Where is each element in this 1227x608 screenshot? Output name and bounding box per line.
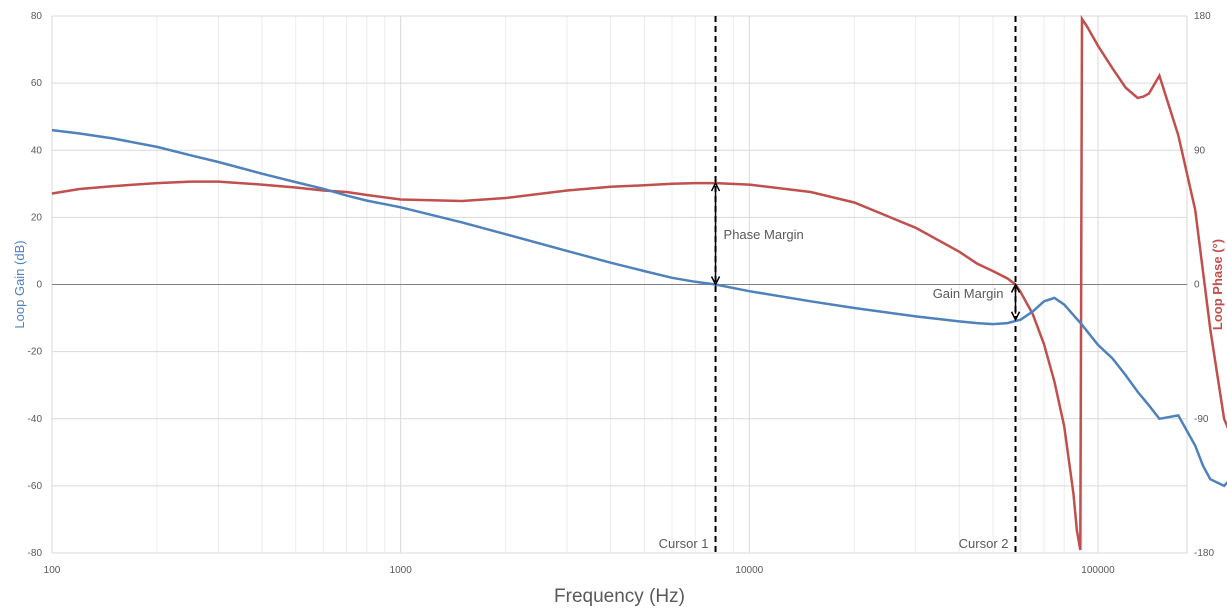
x-tick-label: 1000: [390, 565, 413, 576]
right-y-tick-label: 90: [1194, 145, 1206, 156]
right-y-axis-title: Loop Phase (°): [1210, 239, 1225, 330]
gain-margin-arrow-head-top: [1010, 282, 1021, 293]
left-y-axis-title: Loop Gain (dB): [12, 240, 27, 328]
x-tick-label: 100: [44, 565, 61, 576]
gain-margin-arrow-head-bottom: [1010, 311, 1021, 322]
left-y-tick-label: -40: [28, 414, 43, 425]
gain-margin-label: Gain Margin: [933, 286, 1004, 301]
phase-margin-label: Phase Margin: [724, 227, 804, 242]
left-y-tick-label: 0: [36, 280, 42, 291]
left-y-tick-labels: -80 -60 -40 -20 0 20 40 60 80: [28, 11, 43, 559]
annotations: Phase Margin Gain Margin Cursor 1 Cursor 2: [659, 227, 1009, 551]
phase-series-line: [51, 14, 1227, 551]
cursor-1-label: Cursor 1: [659, 536, 709, 551]
cursor-2-label: Cursor 2: [959, 536, 1009, 551]
right-y-tick-label: -90: [1194, 414, 1209, 425]
phase-margin-arrow-head-bottom: [710, 276, 721, 287]
margin-arrows: [710, 181, 1021, 322]
x-tick-label: 10000: [735, 565, 763, 576]
x-tick-labels: 100 1000 10000 100000: [44, 565, 1115, 576]
gain-series-line: [51, 128, 1227, 488]
phase-margin-arrow-head-top: [710, 181, 721, 192]
left-y-tick-label: 60: [31, 78, 43, 89]
right-y-tick-label: -180: [1194, 548, 1214, 559]
x-axis-title: Frequency (Hz): [554, 586, 685, 607]
right-y-tick-labels: -180 -90 0 90 180: [1194, 11, 1214, 559]
left-y-tick-label: -60: [28, 481, 43, 492]
left-y-tick-label: 20: [31, 212, 43, 223]
left-y-tick-label: -80: [28, 548, 43, 559]
left-y-tick-label: 40: [31, 145, 43, 156]
right-y-tick-label: 180: [1194, 11, 1211, 22]
x-tick-label: 100000: [1081, 565, 1115, 576]
right-y-tick-label: 0: [1194, 280, 1200, 291]
left-y-tick-label: -20: [28, 347, 43, 358]
left-y-tick-label: 80: [31, 11, 43, 22]
